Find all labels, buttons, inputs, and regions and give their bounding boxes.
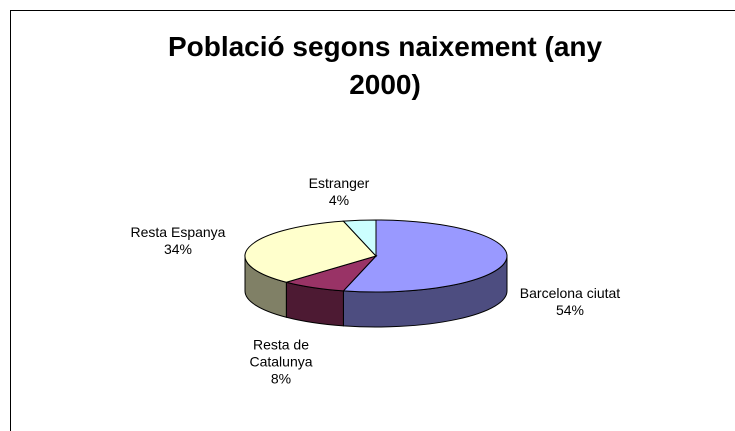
slice-value-label: 8%	[270, 370, 292, 387]
chart-frame	[10, 10, 735, 431]
slice	[342, 219, 508, 293]
slice-value-label: 34%	[163, 241, 193, 257]
slice-label: Resta Espanya 34%	[108, 224, 248, 258]
slice-label: Barcelona ciutat 54%	[500, 285, 640, 319]
slice-category-label: Resta Espanya	[130, 224, 226, 240]
slice-label: Resta de Catalunya 8%	[241, 337, 321, 388]
slice-label: Estranger 4%	[269, 175, 409, 209]
slice-value-label: 4%	[328, 192, 350, 208]
slice-category-label: Resta de Catalunya	[249, 336, 313, 370]
slice-value-label: 54%	[555, 302, 585, 318]
slice	[342, 219, 377, 258]
slice-category-label: Estranger	[308, 175, 370, 191]
slice-category-label: Barcelona ciutat	[519, 285, 621, 301]
slice	[244, 220, 377, 283]
chart-title: Població segons naixement (any 2000)	[167, 31, 603, 100]
